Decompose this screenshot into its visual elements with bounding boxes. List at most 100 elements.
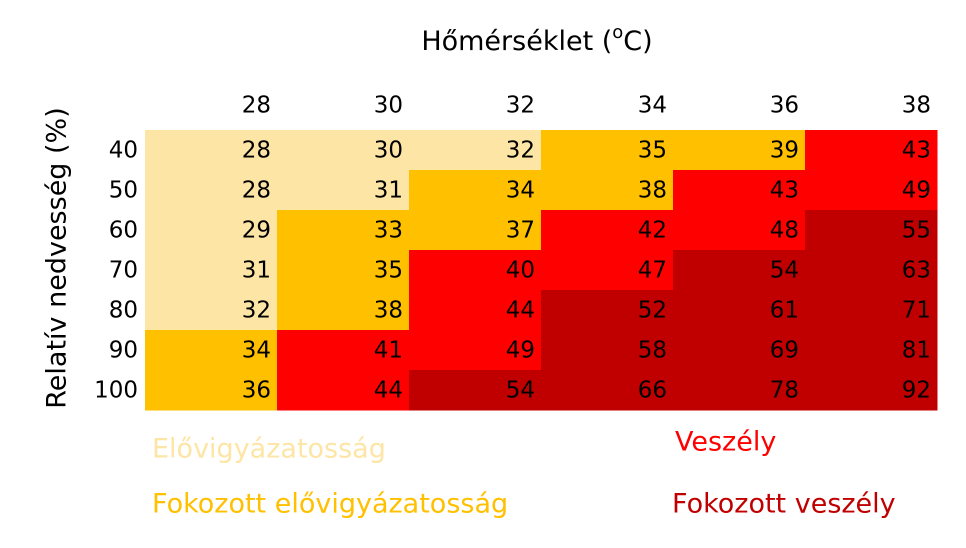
cell-value: 61 xyxy=(770,298,799,324)
title: Hőmérséklet (oC) xyxy=(421,22,652,57)
cell-value: 54 xyxy=(506,378,535,404)
column-header: 32 xyxy=(506,93,535,119)
row-header: 60 xyxy=(109,218,138,244)
cell xyxy=(541,330,674,371)
title-superscript: o xyxy=(612,22,623,43)
cell-value: 36 xyxy=(242,378,271,404)
cell xyxy=(805,250,938,291)
cell xyxy=(673,250,806,291)
cell-value: 30 xyxy=(374,138,403,164)
cell-value: 47 xyxy=(638,258,667,284)
column-header: 34 xyxy=(638,93,667,119)
title-text: Hőmérséklet ( xyxy=(421,26,612,57)
cell xyxy=(673,170,806,211)
cell-value: 69 xyxy=(770,338,799,364)
cell-value: 32 xyxy=(506,138,535,164)
cell xyxy=(805,130,938,171)
cell xyxy=(805,210,938,251)
cell-value: 63 xyxy=(902,258,931,284)
legend-entry: Elővigyázatosság xyxy=(152,434,386,465)
cell xyxy=(145,330,278,371)
cell-value: 33 xyxy=(374,218,403,244)
legend-entry: Veszély xyxy=(675,427,776,458)
cell-value: 92 xyxy=(902,378,931,404)
row-header: 90 xyxy=(109,338,138,364)
cell-value: 38 xyxy=(638,178,667,204)
row-header: 80 xyxy=(109,298,138,324)
cell xyxy=(673,130,806,171)
cell xyxy=(409,130,542,171)
cell-value: 55 xyxy=(902,218,931,244)
cell-value: 41 xyxy=(374,338,403,364)
cell xyxy=(541,290,674,331)
cell-value: 29 xyxy=(242,218,271,244)
legend-entry: Fokozott elővigyázatosság xyxy=(152,489,508,520)
cell-value: 52 xyxy=(638,298,667,324)
cell xyxy=(673,290,806,331)
cell xyxy=(541,210,674,251)
cell xyxy=(145,130,278,171)
cell xyxy=(277,210,410,251)
cell xyxy=(145,370,278,411)
cell xyxy=(409,170,542,211)
cell-value: 44 xyxy=(374,378,403,404)
cell-value: 49 xyxy=(902,178,931,204)
cell-value: 43 xyxy=(770,178,799,204)
cell xyxy=(541,370,674,411)
cell-value: 78 xyxy=(770,378,799,404)
row-header: 70 xyxy=(109,258,138,284)
cell-value: 42 xyxy=(638,218,667,244)
cell xyxy=(145,210,278,251)
cell-value: 39 xyxy=(770,138,799,164)
title-text: C) xyxy=(623,26,652,57)
cell-value: 31 xyxy=(242,258,271,284)
cell xyxy=(805,170,938,211)
cell xyxy=(805,370,938,411)
row-header: 100 xyxy=(94,378,138,404)
cell-value: 40 xyxy=(506,258,535,284)
cell xyxy=(277,290,410,331)
cell-value: 71 xyxy=(902,298,931,324)
column-header: 30 xyxy=(374,93,403,119)
cell-value: 66 xyxy=(638,378,667,404)
cell-value: 37 xyxy=(506,218,535,244)
cell xyxy=(409,250,542,291)
cell-value: 28 xyxy=(242,178,271,204)
legend-entry: Fokozott veszély xyxy=(672,489,896,520)
cell-value: 44 xyxy=(506,298,535,324)
row-header: 40 xyxy=(109,138,138,164)
cell-value: 38 xyxy=(374,298,403,324)
cell xyxy=(145,170,278,211)
cell xyxy=(145,250,278,291)
cell xyxy=(145,290,278,331)
cell-value: 49 xyxy=(506,338,535,364)
cell xyxy=(277,330,410,371)
cell-value: 35 xyxy=(638,138,667,164)
cell-value: 32 xyxy=(242,298,271,324)
cell xyxy=(541,170,674,211)
cell xyxy=(409,210,542,251)
cell xyxy=(805,290,938,331)
cell-value: 28 xyxy=(242,138,271,164)
cell-value: 54 xyxy=(770,258,799,284)
cell xyxy=(409,290,542,331)
cell-value: 34 xyxy=(506,178,535,204)
cell xyxy=(673,210,806,251)
cell-value: 43 xyxy=(902,138,931,164)
cell xyxy=(277,370,410,411)
cell xyxy=(541,250,674,291)
row-header: 50 xyxy=(109,178,138,204)
column-header: 36 xyxy=(770,93,799,119)
cell xyxy=(277,130,410,171)
cell-value: 31 xyxy=(374,178,403,204)
cell xyxy=(673,330,806,371)
cell-value: 35 xyxy=(374,258,403,284)
cell xyxy=(277,250,410,291)
column-header: 28 xyxy=(242,93,271,119)
y-axis-label: Relatív nedvesség (%) xyxy=(42,107,73,409)
cell-value: 58 xyxy=(638,338,667,364)
cell xyxy=(541,130,674,171)
column-header: 38 xyxy=(902,93,931,119)
cell-value: 81 xyxy=(902,338,931,364)
